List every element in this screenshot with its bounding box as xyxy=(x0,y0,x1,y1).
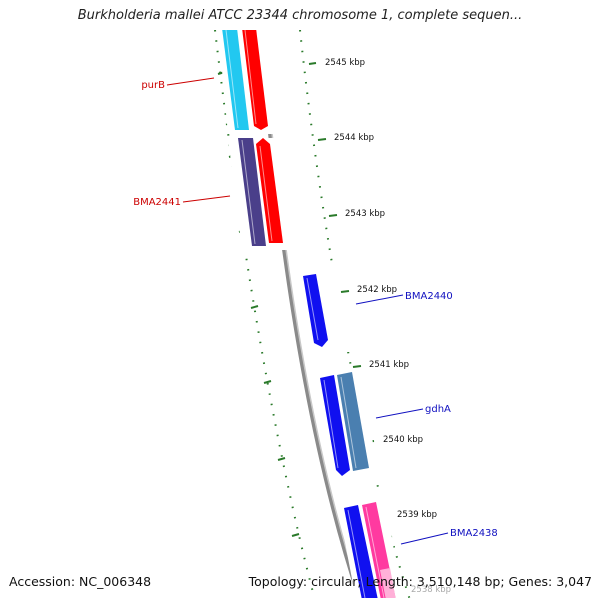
leader-bma2440 xyxy=(355,294,404,305)
gene-purb-red[interactable] xyxy=(242,28,268,130)
tick-label: 2544 kbp xyxy=(334,133,374,143)
tick-mark xyxy=(340,290,350,293)
tick-mark xyxy=(263,380,272,384)
tick-mark xyxy=(328,214,338,217)
gene-label-gdha[interactable]: gdhA xyxy=(425,404,451,415)
tick-label: 2541 kbp xyxy=(369,360,409,370)
gene-top-cyan[interactable] xyxy=(283,0,299,6)
gene-blue-3[interactable] xyxy=(344,505,378,600)
leader-purb xyxy=(166,77,215,86)
tick-mark xyxy=(291,533,300,537)
tick-label: 2542 kbp xyxy=(357,285,397,295)
gene-label-bma2440[interactable]: BMA2440 xyxy=(405,291,453,302)
accession-text: Accession: NC_006348 xyxy=(9,574,152,589)
tick-mark xyxy=(277,457,286,461)
tick-label: 2543 kbp xyxy=(345,209,385,219)
leader-bma2441 xyxy=(182,195,231,203)
gene-pink-light[interactable] xyxy=(380,568,396,600)
tick-mark xyxy=(317,138,327,141)
tick-labels: 2545 kbp 2544 kbp 2543 kbp 2542 kbp 2541… xyxy=(325,58,451,595)
tick-label: 2540 kbp xyxy=(383,435,423,445)
tick-label: 2545 kbp xyxy=(325,58,365,68)
tick-mark xyxy=(308,62,317,65)
gene-label-purb[interactable]: purB xyxy=(141,80,165,91)
leader-bma2438 xyxy=(400,532,449,545)
gene-label-bma2441[interactable]: BMA2441 xyxy=(133,197,181,208)
tick-label: 2539 kbp xyxy=(397,510,437,520)
map-title: Burkholderia mallei ATCC 23344 chromosom… xyxy=(77,8,523,23)
tick-mark xyxy=(352,365,362,368)
summary-text: Topology: circular; Length: 3,510,148 bp… xyxy=(248,574,592,589)
gene-label-bma2438[interactable]: BMA2438 xyxy=(450,528,498,539)
gene-gdha-steel[interactable] xyxy=(337,372,369,471)
tick-label: 2538 kbp xyxy=(411,585,451,595)
gene-top-blue[interactable] xyxy=(263,0,280,6)
tick-mark xyxy=(250,305,259,309)
leader-gdha xyxy=(375,408,424,419)
